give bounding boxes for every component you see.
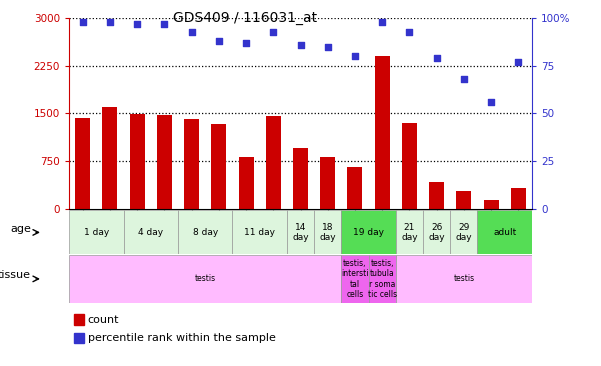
Bar — [402, 123, 417, 209]
Text: testis: testis — [195, 274, 216, 283]
Bar — [429, 182, 444, 209]
Text: testis,
intersti
tal
cells: testis, intersti tal cells — [341, 259, 368, 299]
Text: adult: adult — [493, 228, 516, 237]
Bar — [74, 333, 84, 343]
Text: count: count — [88, 315, 119, 325]
Bar — [233, 210, 287, 254]
Text: 18
day: 18 day — [319, 223, 336, 242]
Text: 11 day: 11 day — [244, 228, 275, 237]
Bar — [423, 210, 450, 254]
Bar — [484, 200, 499, 209]
Point — [323, 44, 332, 50]
Bar — [266, 116, 281, 209]
Text: 26
day: 26 day — [429, 223, 445, 242]
Bar — [178, 210, 233, 254]
Bar — [293, 148, 308, 209]
Point — [432, 55, 441, 61]
Text: 4 day: 4 day — [138, 228, 163, 237]
Bar — [75, 118, 90, 209]
Bar — [239, 157, 254, 209]
Text: 8 day: 8 day — [192, 228, 218, 237]
Point — [459, 76, 469, 82]
Bar — [124, 210, 178, 254]
Text: age: age — [10, 224, 31, 234]
Text: testis: testis — [453, 274, 474, 283]
Bar — [130, 114, 145, 209]
Bar — [341, 210, 396, 254]
Point — [513, 59, 523, 65]
Point — [404, 29, 414, 34]
Text: percentile rank within the sample: percentile rank within the sample — [88, 333, 275, 343]
Bar — [102, 107, 117, 209]
Bar — [184, 119, 199, 209]
Point — [269, 29, 278, 34]
Text: 29
day: 29 day — [456, 223, 472, 242]
Text: GDS409 / 116031_at: GDS409 / 116031_at — [173, 11, 317, 25]
Bar — [450, 210, 477, 254]
Bar — [320, 157, 335, 209]
Text: 1 day: 1 day — [84, 228, 109, 237]
Bar — [74, 314, 84, 325]
Point — [132, 21, 142, 27]
Point — [160, 21, 169, 27]
Bar — [396, 210, 423, 254]
Text: 21
day: 21 day — [401, 223, 418, 242]
Bar — [477, 210, 532, 254]
Point — [296, 42, 305, 48]
Point — [486, 99, 496, 105]
Bar — [69, 255, 341, 303]
Bar — [347, 167, 362, 209]
Bar — [511, 188, 526, 209]
Text: 19 day: 19 day — [353, 228, 384, 237]
Bar — [157, 115, 172, 209]
Text: 14
day: 14 day — [292, 223, 309, 242]
Bar — [368, 255, 396, 303]
Bar — [212, 124, 227, 209]
Bar — [314, 210, 341, 254]
Point — [241, 40, 251, 46]
Point — [105, 19, 115, 25]
Bar — [341, 255, 368, 303]
Bar — [456, 191, 471, 209]
Point — [187, 29, 197, 34]
Bar — [396, 255, 532, 303]
Text: testis,
tubula
r soma
tic cells: testis, tubula r soma tic cells — [368, 259, 397, 299]
Point — [214, 38, 224, 44]
Bar — [287, 210, 314, 254]
Text: tissue: tissue — [0, 270, 31, 280]
Point — [350, 53, 360, 59]
Point — [78, 19, 88, 25]
Point — [377, 19, 387, 25]
Bar — [69, 210, 124, 254]
Bar — [374, 56, 389, 209]
